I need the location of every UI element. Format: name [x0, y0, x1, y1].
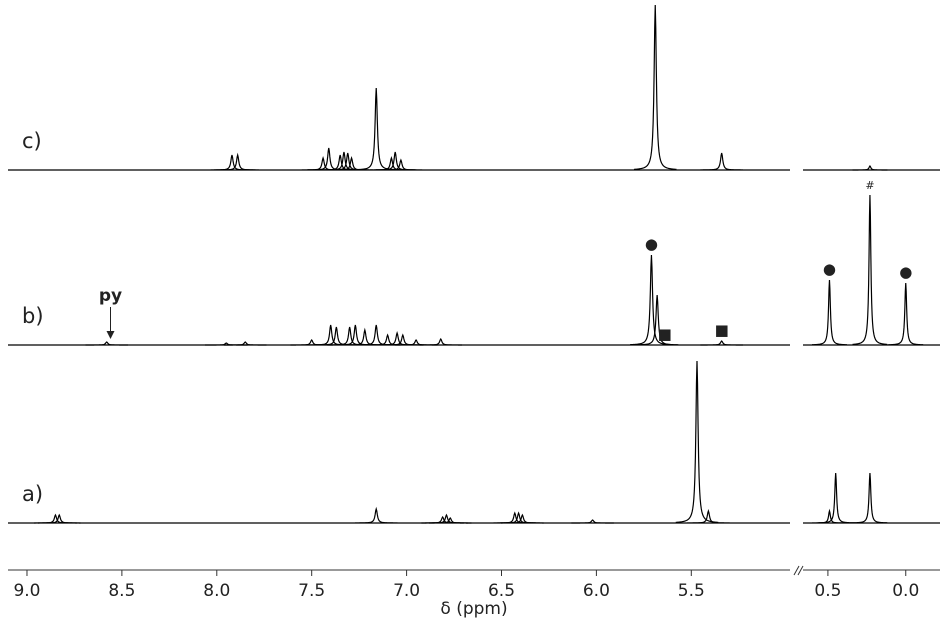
x-tick-label: 7.5 — [298, 581, 325, 601]
peak — [675, 360, 719, 523]
peak — [216, 152, 259, 171]
x-tick-label: 8.0 — [203, 581, 230, 601]
peak — [37, 513, 81, 524]
peak — [571, 519, 614, 524]
peak — [307, 147, 351, 171]
peak — [812, 279, 847, 346]
peak — [818, 472, 854, 524]
annotation: py — [99, 286, 122, 306]
annotation: ● — [899, 263, 912, 281]
peak — [812, 508, 847, 524]
peak — [334, 324, 377, 346]
peak — [501, 513, 544, 524]
annotation: ■ — [715, 321, 729, 339]
peak — [633, 4, 677, 170]
annotation: ● — [823, 260, 836, 278]
x-tick-label: 7.0 — [393, 581, 420, 601]
x-tick-label: 6.0 — [583, 581, 610, 601]
x-axis-title: δ (ppm) — [440, 599, 507, 619]
x-tick-label: 0.5 — [814, 581, 841, 601]
peak — [224, 341, 267, 346]
x-tick-label: 8.5 — [108, 581, 135, 601]
peak — [428, 517, 472, 524]
peak — [700, 340, 743, 346]
peak — [375, 331, 419, 346]
peak — [309, 324, 352, 346]
x-tick-label: 5.5 — [678, 581, 705, 601]
annotation: ● — [645, 235, 658, 253]
peak — [687, 509, 730, 524]
peak — [354, 324, 398, 346]
peak — [85, 341, 128, 346]
peak — [379, 158, 423, 171]
arrow-head — [106, 331, 115, 339]
series-label: a) — [22, 482, 43, 506]
peak — [700, 152, 743, 171]
annotation: ■ — [658, 325, 672, 343]
peak — [852, 194, 888, 346]
peak — [852, 165, 888, 171]
annotation: # — [865, 179, 874, 192]
peak — [635, 294, 679, 346]
peak — [330, 156, 373, 171]
x-tick-label: 6.5 — [488, 581, 515, 601]
peak — [419, 337, 463, 346]
peak — [210, 154, 254, 171]
series-label: c) — [22, 129, 42, 153]
axis-break — [793, 565, 800, 576]
series-label: b) — [22, 304, 44, 328]
peak — [888, 282, 924, 346]
x-tick-label: 9.0 — [13, 581, 40, 601]
peak — [354, 506, 398, 524]
peak — [852, 472, 888, 524]
peak — [381, 333, 425, 346]
x-tick-label: 0.0 — [892, 581, 919, 601]
axis-break — [797, 565, 804, 576]
